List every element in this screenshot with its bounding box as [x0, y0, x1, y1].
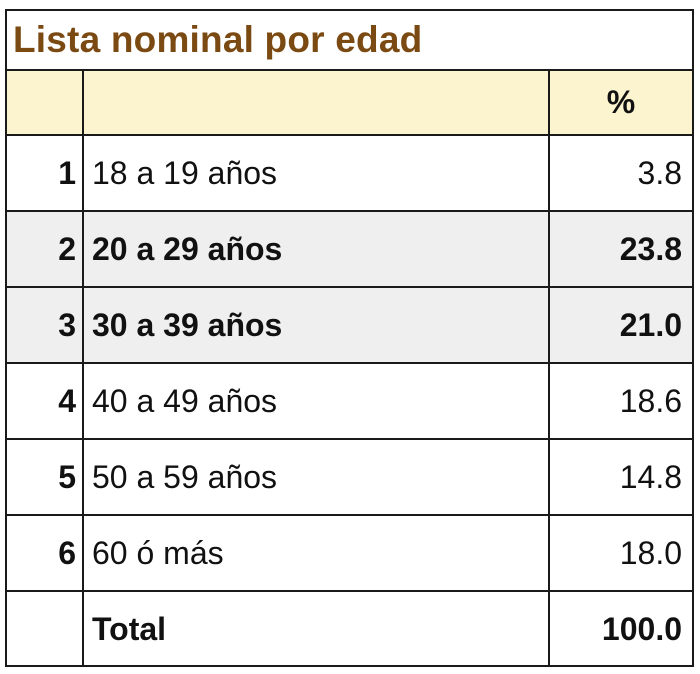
header-row: % — [7, 71, 692, 136]
row-value: 21.0 — [548, 286, 692, 364]
row-label: 30 a 39 años — [82, 286, 550, 364]
total-number — [7, 590, 84, 667]
table-row: 1 18 a 19 años 3.8 — [7, 134, 692, 212]
row-number: 3 — [7, 286, 84, 364]
table-frame: Lista nominal por edad % 1 18 a 19 años 3.… — [5, 9, 694, 667]
row-value: 3.8 — [548, 134, 692, 212]
row-label: 20 a 29 años — [82, 210, 550, 288]
total-label: Total — [82, 590, 550, 667]
total-row: Total 100.0 — [7, 590, 692, 667]
row-number: 6 — [7, 514, 84, 592]
total-value: 100.0 — [548, 590, 692, 667]
row-label: 40 a 49 años — [82, 362, 550, 440]
row-label: 18 a 19 años — [82, 134, 550, 212]
table-title: Lista nominal por edad — [7, 11, 692, 71]
row-number: 1 — [7, 134, 84, 212]
header-label — [82, 71, 550, 136]
row-value: 18.6 — [548, 362, 692, 440]
row-number: 5 — [7, 438, 84, 516]
row-value: 18.0 — [548, 514, 692, 592]
row-number: 4 — [7, 362, 84, 440]
header-percent: % — [548, 71, 692, 136]
row-label: 60 ó más — [82, 514, 550, 592]
row-number: 2 — [7, 210, 84, 288]
row-value: 23.8 — [548, 210, 692, 288]
header-num — [7, 71, 84, 136]
table-row: 4 40 a 49 años 18.6 — [7, 362, 692, 440]
table-row: 5 50 a 59 años 14.8 — [7, 438, 692, 516]
row-label: 50 a 59 años — [82, 438, 550, 516]
row-value: 14.8 — [548, 438, 692, 516]
table-row: 3 30 a 39 años 21.0 — [7, 286, 692, 364]
table-row: 6 60 ó más 18.0 — [7, 514, 692, 592]
table-row: 2 20 a 29 años 23.8 — [7, 210, 692, 288]
age-table: % 1 18 a 19 años 3.8 2 20 a 29 años 23.8 3 30 a… — [7, 71, 692, 667]
